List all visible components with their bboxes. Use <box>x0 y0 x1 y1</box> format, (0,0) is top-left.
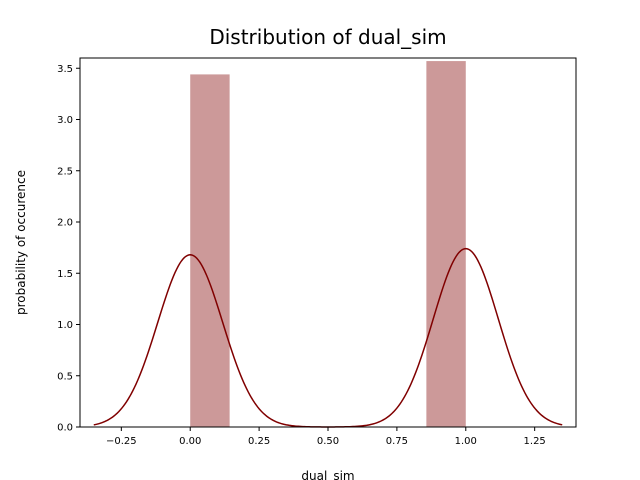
x-tick-label: 0.00 <box>179 436 201 447</box>
y-tick-label: 2.5 <box>57 166 73 177</box>
y-tick-label: 2.0 <box>57 218 73 229</box>
x-tick-label: 0.50 <box>317 436 339 447</box>
chart-title: Distribution of dual_sim <box>209 25 446 49</box>
x-tick-label: 1.00 <box>455 436 477 447</box>
y-tick-label: 0.5 <box>57 371 73 382</box>
x-tick-label: 0.25 <box>248 436 270 447</box>
histogram-bar-0 <box>190 74 230 428</box>
x-tick-label: 0.75 <box>386 436 408 447</box>
y-axis-label: probability of occurence <box>14 170 28 315</box>
axes-frame <box>79 57 577 428</box>
plot-area <box>93 61 563 428</box>
kde-line <box>93 247 563 428</box>
x-axis-label: dual_sim <box>301 469 354 480</box>
x-tick-label: 1.25 <box>524 436 546 447</box>
ticks: −0.25 0.00 0.25 0.50 0.75 1.00 1.25 0.0 0.5 1.0 1.… <box>57 64 546 447</box>
x-tick-label: −0.25 <box>106 436 137 447</box>
y-tick-label: 3.5 <box>57 64 73 75</box>
y-tick-label: 1.0 <box>57 320 73 331</box>
y-tick-label: 0.0 <box>57 423 73 434</box>
y-tick-label: 1.5 <box>57 269 73 280</box>
y-tick-label: 3.0 <box>57 115 73 126</box>
histogram-bar-1 <box>426 61 466 427</box>
